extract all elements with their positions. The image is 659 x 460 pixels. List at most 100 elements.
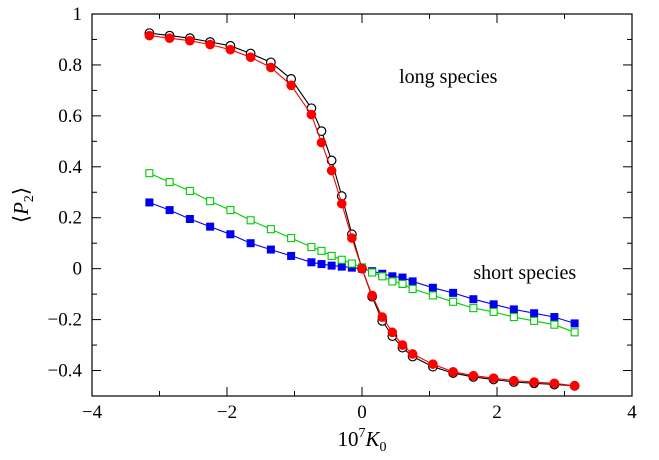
series-line (149, 32, 575, 387)
data-point (327, 251, 336, 260)
y-tick-label: 0 (73, 259, 83, 280)
data-point (529, 377, 539, 387)
data-point (317, 260, 326, 269)
data-point (326, 165, 337, 176)
y-axis-label-right: ⟩ (9, 187, 33, 195)
data-point (388, 277, 397, 286)
data-point (509, 305, 518, 314)
annotation-label: long species (399, 66, 498, 88)
data-point (317, 246, 326, 255)
x-axis-label-base: 10 (337, 427, 358, 451)
data-point (287, 251, 296, 260)
data-point (468, 370, 479, 381)
y-tick-label: 1 (73, 4, 83, 25)
data-point (347, 259, 356, 268)
data-point (206, 197, 215, 206)
x-axis-label: 107K0 (337, 426, 386, 455)
data-point (397, 340, 408, 350)
data-point (509, 313, 518, 322)
series-circle-filled (144, 30, 580, 391)
data-point (185, 35, 195, 46)
data-point (337, 255, 346, 264)
data-point (549, 378, 560, 389)
data-point (357, 263, 367, 274)
data-point (145, 169, 154, 178)
data-point (469, 304, 478, 313)
data-point (226, 206, 235, 215)
data-point (368, 268, 377, 277)
data-point (185, 215, 194, 224)
y-tick-label: 0.4 (58, 157, 82, 178)
plot-frame (91, 13, 633, 397)
data-point (266, 245, 275, 254)
data-point (185, 186, 194, 196)
data-point (286, 80, 296, 91)
axis-ticks: −4 −2 0 2 4 −0.4 −0.2 0 0.2 0.4 0.6 0.8 1 (48, 4, 638, 423)
data-point (570, 328, 579, 337)
data-point (246, 239, 255, 248)
x-axis-label-sub: 0 (380, 440, 387, 455)
data-point (387, 327, 398, 338)
data-point (266, 62, 276, 73)
y-axis-label: ⟨P2⟩ (9, 187, 37, 223)
data-point (347, 233, 357, 243)
data-point (226, 230, 235, 239)
data-point (488, 373, 499, 383)
data-point (428, 359, 438, 369)
y-tick-label: 0.2 (58, 208, 82, 229)
data-point (408, 284, 417, 294)
data-point (570, 319, 579, 328)
data-point (489, 300, 498, 309)
y-tick-label: 0.8 (58, 55, 82, 76)
data-point (550, 313, 559, 322)
data-point (266, 225, 275, 234)
y-axis-label-left: ⟨ (9, 215, 33, 223)
x-tick-label: 4 (627, 402, 637, 423)
data-point (489, 307, 498, 317)
data-point (307, 242, 316, 252)
data-point (377, 312, 388, 322)
x-axis-label-exp: 7 (358, 426, 365, 441)
data-point (408, 277, 417, 286)
data-point (336, 198, 347, 209)
y-axis-label-var: P (9, 202, 33, 216)
x-axis-label-var: K (364, 427, 380, 451)
data-point (287, 234, 296, 243)
data-point (449, 297, 458, 306)
data-point (307, 258, 316, 267)
data-point (326, 155, 337, 166)
y-tick-label: 0.6 (58, 106, 82, 127)
series-circle-open (144, 28, 580, 391)
data-point (144, 30, 155, 41)
data-point (428, 291, 437, 300)
x-tick-label: 0 (357, 402, 367, 423)
data-point (530, 316, 539, 325)
data-point (398, 279, 407, 288)
y-axis-label-sub: 2 (22, 195, 37, 202)
data-point (530, 309, 539, 318)
data-point (225, 44, 236, 55)
x-tick-label: −2 (217, 402, 237, 423)
data-point (550, 320, 559, 329)
data-point (245, 52, 256, 63)
series-layer (144, 28, 580, 391)
data-point (316, 137, 327, 148)
data-point (165, 178, 174, 187)
data-point (428, 283, 437, 292)
x-tick-label: 2 (492, 402, 502, 423)
series-line (149, 35, 575, 387)
data-point (378, 272, 387, 281)
data-point (246, 216, 255, 225)
data-point (407, 349, 418, 359)
y-tick-label: −0.2 (48, 310, 82, 331)
data-point (145, 198, 154, 207)
annotations: long species short species (399, 66, 576, 284)
data-point (205, 39, 215, 50)
data-point (337, 262, 346, 271)
data-point (206, 222, 215, 231)
annotation-label: short species (473, 262, 576, 284)
data-point (165, 206, 174, 215)
data-point (327, 261, 336, 270)
data-point (367, 290, 377, 301)
